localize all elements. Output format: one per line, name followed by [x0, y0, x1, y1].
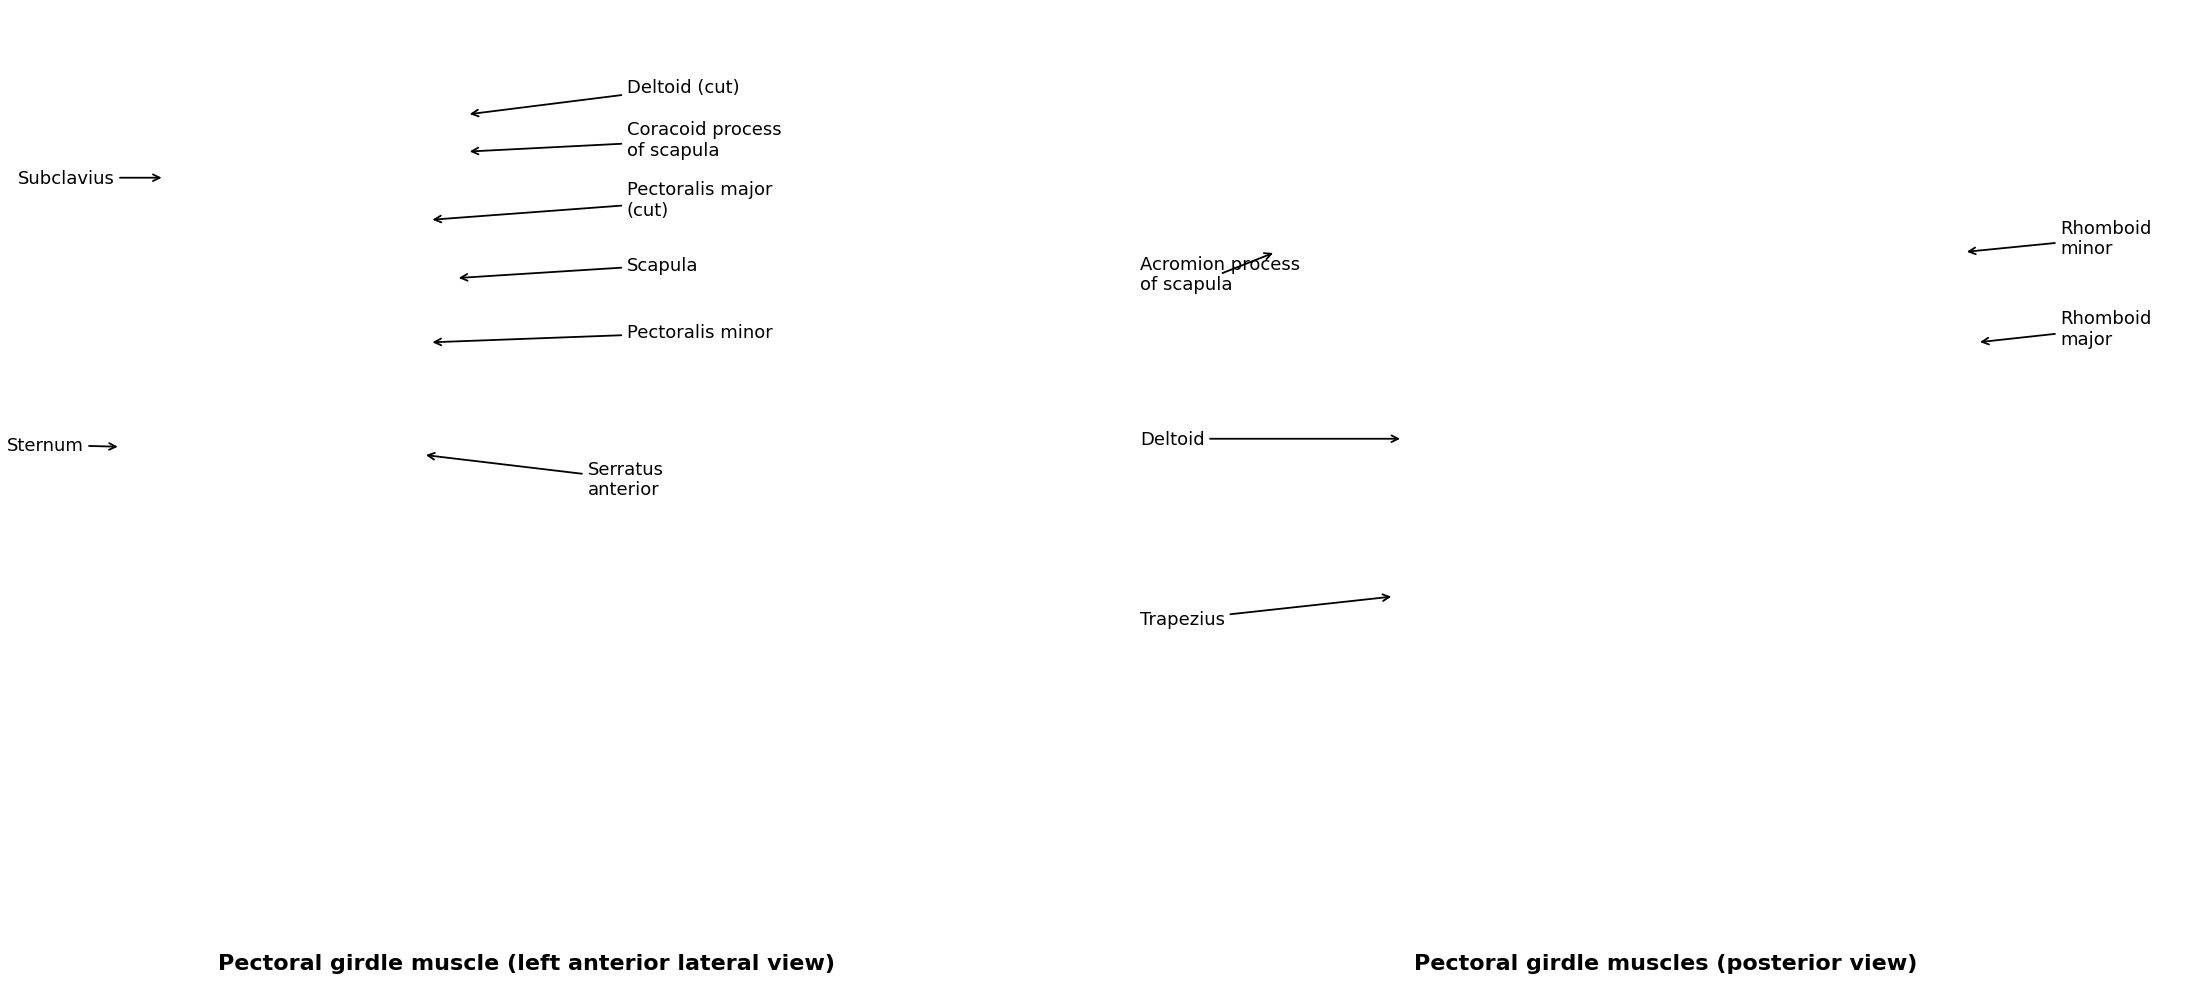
Text: Pectoral girdle muscles (posterior view): Pectoral girdle muscles (posterior view) — [1414, 953, 1918, 973]
Text: Serratus
anterior: Serratus anterior — [427, 453, 664, 498]
Text: Deltoid (cut): Deltoid (cut) — [471, 79, 739, 117]
Text: Pectoralis major
(cut): Pectoralis major (cut) — [434, 182, 772, 223]
Text: Trapezius: Trapezius — [1140, 595, 1390, 629]
Text: Rhomboid
minor: Rhomboid minor — [1968, 220, 2153, 258]
Text: Sternum: Sternum — [7, 436, 116, 454]
Text: Pectoralis minor: Pectoralis minor — [434, 324, 772, 346]
Text: Acromion process
of scapula: Acromion process of scapula — [1140, 254, 1300, 294]
Text: Deltoid: Deltoid — [1140, 430, 1398, 448]
Text: Rhomboid
major: Rhomboid major — [1982, 310, 2153, 348]
Text: Subclavius: Subclavius — [18, 170, 160, 188]
Text: Coracoid process
of scapula: Coracoid process of scapula — [471, 121, 783, 159]
Text: Scapula: Scapula — [460, 257, 699, 282]
Text: Pectoral girdle muscle (left anterior lateral view): Pectoral girdle muscle (left anterior la… — [217, 953, 835, 973]
